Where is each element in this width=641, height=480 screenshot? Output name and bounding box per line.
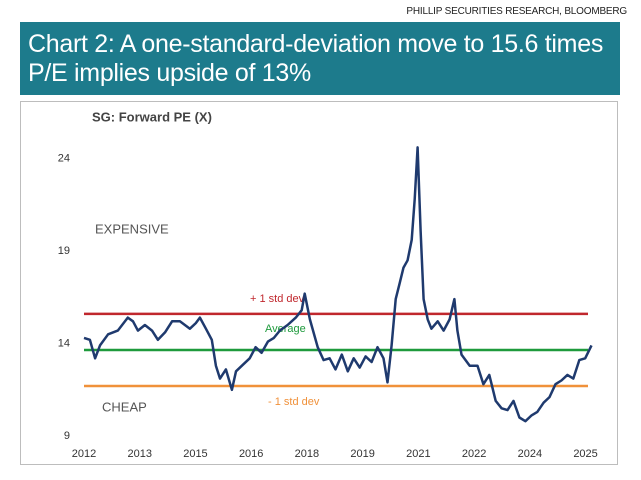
y-tick-label: 14 [58, 337, 70, 349]
x-tick-label: 2022 [462, 448, 486, 460]
data-line [83, 146, 593, 423]
y-tick-label: 24 [58, 152, 70, 164]
x-tick-label: 2021 [406, 448, 430, 460]
reference-label: + 1 std dev [250, 293, 305, 305]
reference-label: - 1 std dev [268, 396, 320, 408]
chart-title: Chart 2: A one-standard-deviation move t… [28, 30, 604, 87]
x-tick-label: 2025 [573, 448, 597, 460]
x-tick-label: 2013 [127, 448, 151, 460]
x-tick-label: 2016 [239, 448, 263, 460]
x-tick-label: 2019 [350, 448, 374, 460]
x-tick-label: 2012 [72, 448, 96, 460]
annotation: CHEAP [102, 399, 147, 414]
title-banner: Chart 2: A one-standard-deviation move t… [20, 22, 620, 95]
annotation: EXPENSIVE [95, 221, 169, 236]
x-tick-label: 2015 [183, 448, 207, 460]
source: PHILLIP SECURITIES RESEARCH, BLOOMBERG [406, 6, 627, 17]
chart-frame [20, 101, 618, 465]
reference-label: Average [265, 323, 306, 335]
y-tick-label: 9 [64, 430, 70, 442]
y-tick-label: 19 [58, 245, 70, 257]
x-tick-label: 2024 [518, 448, 542, 460]
chart-subtitle: SG: Forward PE (X) [92, 109, 212, 124]
x-tick-label: 2018 [295, 448, 319, 460]
